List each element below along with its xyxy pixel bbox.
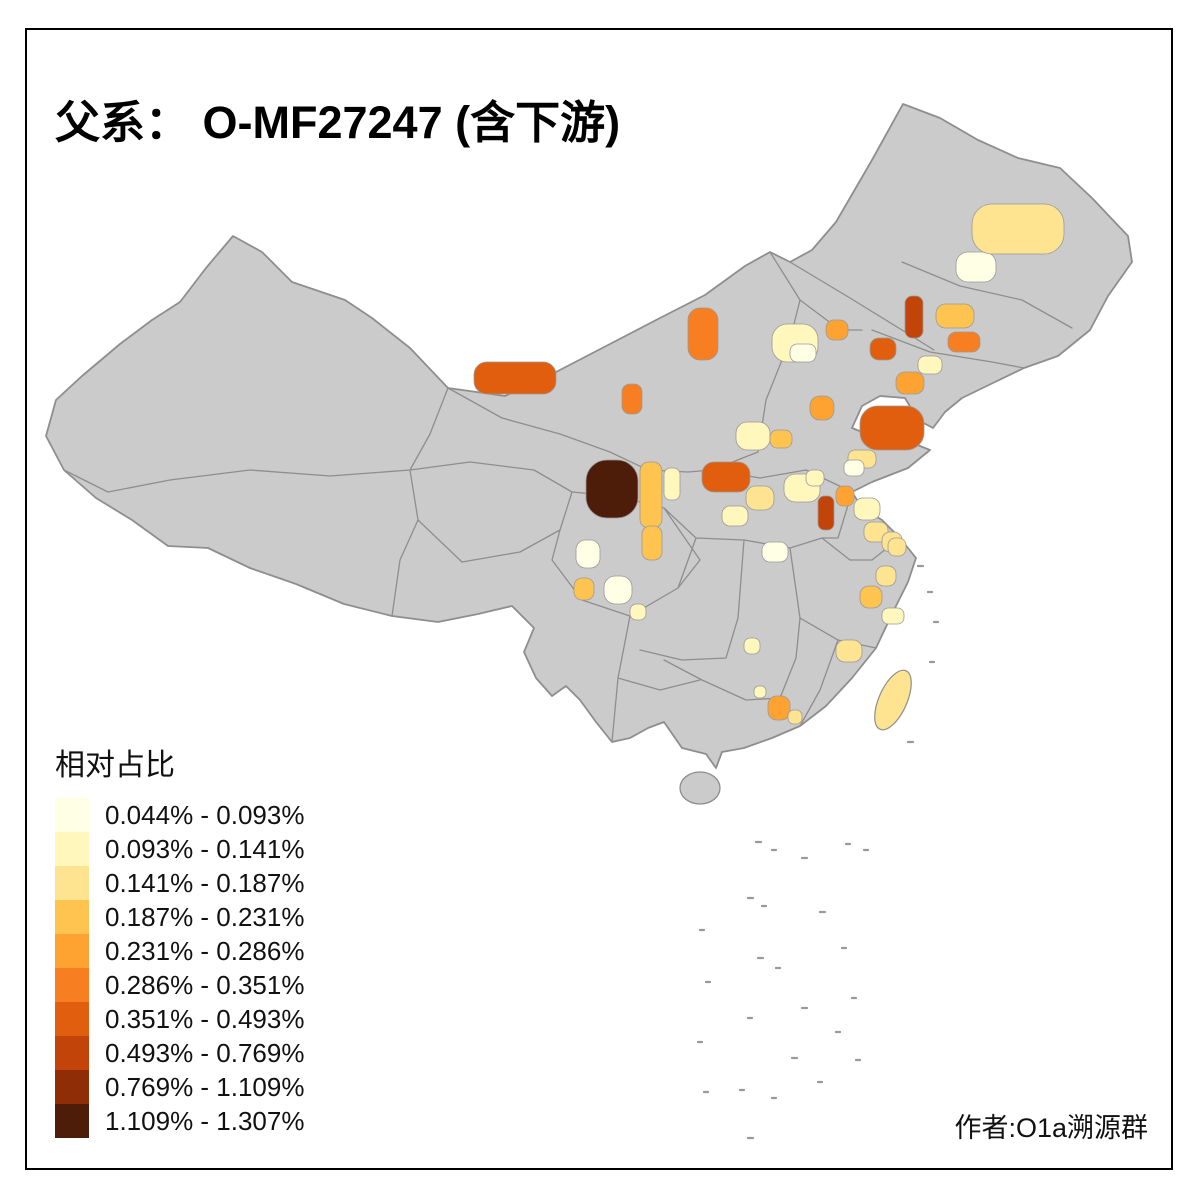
legend: 相对占比 0.044% - 0.093% 0.093% - 0.141% 0.1… xyxy=(55,740,304,1138)
legend-item: 0.044% - 0.093% xyxy=(55,798,304,832)
map-region xyxy=(809,395,835,421)
legend-label: 0.769% - 1.109% xyxy=(105,1071,305,1102)
legend-item: 0.286% - 0.351% xyxy=(55,968,304,1002)
taiwan-island xyxy=(874,669,912,731)
map-region xyxy=(735,421,771,451)
map-region xyxy=(663,467,681,501)
legend-label: 1.109% - 1.307% xyxy=(105,1105,305,1136)
map-region xyxy=(817,495,835,531)
map-region xyxy=(853,497,881,521)
map-region xyxy=(745,485,775,511)
legend-label: 0.493% - 0.769% xyxy=(105,1037,305,1068)
map-region xyxy=(575,539,601,569)
map-region xyxy=(971,203,1065,255)
map-region xyxy=(641,525,663,561)
legend-swatch xyxy=(55,798,89,832)
map-region xyxy=(895,371,925,395)
map-region xyxy=(835,639,863,663)
legend-swatch xyxy=(55,1036,89,1070)
legend-swatch xyxy=(55,832,89,866)
map-region xyxy=(835,485,855,507)
sea-islands xyxy=(696,564,940,1140)
legend-item: 0.493% - 0.769% xyxy=(55,1036,304,1070)
map-region xyxy=(917,355,943,375)
legend-item: 0.187% - 0.231% xyxy=(55,900,304,934)
map-region xyxy=(701,461,751,493)
legend-label: 0.093% - 0.141% xyxy=(105,833,305,864)
legend-item: 1.109% - 1.307% xyxy=(55,1104,304,1138)
map-region xyxy=(687,307,719,361)
legend-swatch xyxy=(55,1070,89,1104)
map-region xyxy=(753,685,767,699)
legend-item: 0.141% - 0.187% xyxy=(55,866,304,900)
map-region xyxy=(743,637,761,655)
map-region xyxy=(787,709,803,725)
map-region xyxy=(721,505,749,527)
map-region xyxy=(585,459,639,519)
mainland-china xyxy=(45,103,1133,769)
map-region xyxy=(767,695,791,721)
legend-label: 0.351% - 0.493% xyxy=(105,1003,305,1034)
legend-label: 0.141% - 0.187% xyxy=(105,867,305,898)
map-region xyxy=(629,603,647,621)
author-credit: 作者:O1a溯源群 xyxy=(954,1113,1148,1143)
map-region xyxy=(761,541,789,563)
map-region xyxy=(621,383,643,415)
legend-label: 0.044% - 0.093% xyxy=(105,799,305,830)
legend-item: 0.231% - 0.286% xyxy=(55,934,304,968)
legend-label: 0.231% - 0.286% xyxy=(105,935,305,966)
legend-item: 0.093% - 0.141% xyxy=(55,832,304,866)
map-regions-group xyxy=(473,203,1065,725)
legend-label: 0.286% - 0.351% xyxy=(105,969,305,1000)
legend-title: 相对占比 xyxy=(55,749,175,782)
map-region xyxy=(904,295,924,339)
map-region xyxy=(769,429,793,449)
legend-swatch xyxy=(55,866,89,900)
map-region xyxy=(639,461,663,529)
legend-swatch xyxy=(55,1002,89,1036)
map-region xyxy=(935,303,975,329)
map-region xyxy=(881,607,905,625)
map-region xyxy=(843,459,865,477)
map-region xyxy=(887,537,907,557)
map-region xyxy=(603,575,633,605)
map-region xyxy=(473,361,557,395)
legend-item: 0.351% - 0.493% xyxy=(55,1002,304,1036)
legend-swatch xyxy=(55,900,89,934)
legend-swatch xyxy=(55,968,89,1002)
hainan-island xyxy=(679,771,721,805)
legend-label: 0.187% - 0.231% xyxy=(105,901,305,932)
map-region xyxy=(875,565,897,587)
map-region xyxy=(947,331,981,353)
legend-item: 0.769% - 1.109% xyxy=(55,1070,304,1104)
legend-swatch xyxy=(55,934,89,968)
legend-swatch xyxy=(55,1104,89,1138)
map-region xyxy=(573,577,595,601)
map-region xyxy=(805,469,825,487)
map-region xyxy=(789,343,817,363)
map-region xyxy=(955,251,997,283)
map-region xyxy=(869,337,897,361)
map-region xyxy=(825,319,849,341)
page-title: 父系： O-MF27247 (含下游) xyxy=(55,97,621,149)
map-region xyxy=(859,585,883,609)
map-region xyxy=(859,405,925,451)
